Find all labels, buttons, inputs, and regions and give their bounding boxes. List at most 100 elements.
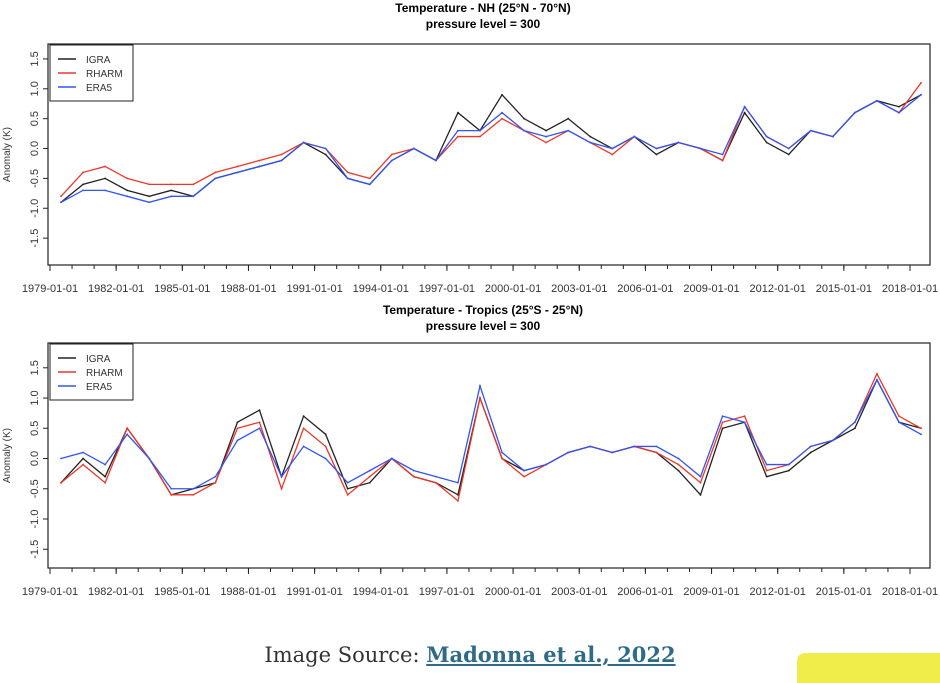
yellow-badge <box>797 653 940 683</box>
data-point-rharm <box>60 481 62 484</box>
data-point-era5 <box>545 463 548 466</box>
data-point-era5 <box>876 378 878 381</box>
y-tick-label: 0.5 <box>29 421 41 436</box>
data-point-rharm <box>677 463 680 466</box>
data-point-igra <box>743 111 746 114</box>
data-point-rharm <box>721 421 724 424</box>
data-point-rharm <box>170 493 173 496</box>
data-point-rharm <box>280 153 283 156</box>
x-tick-label: 1997-01-01 <box>419 586 475 598</box>
data-point-igra <box>324 153 327 156</box>
data-point-era5 <box>412 469 415 472</box>
data-point-era5 <box>809 445 812 448</box>
data-point-rharm <box>412 475 415 478</box>
data-point-era5 <box>390 457 393 460</box>
data-point-igra <box>82 457 84 460</box>
x-tick-label: 1985-01-01 <box>154 586 210 598</box>
data-point-era5 <box>324 147 327 150</box>
y-tick-label: 0.5 <box>29 111 41 126</box>
plot-frame <box>47 43 931 266</box>
data-point-era5 <box>457 481 459 484</box>
data-point-igra <box>655 153 658 156</box>
data-point-igra <box>236 421 239 424</box>
data-point-era5 <box>677 141 680 144</box>
chart-nh: Temperature - NH (25°N - 70°N) pressure l… <box>2 1 938 295</box>
legend-label: ERA5 <box>86 83 113 94</box>
data-point-era5 <box>192 487 195 490</box>
data-point-era5 <box>743 421 746 424</box>
data-point-rharm <box>236 427 239 430</box>
data-point-igra <box>104 475 107 478</box>
data-point-rharm <box>457 135 459 138</box>
data-point-igra <box>126 189 129 192</box>
x-tick-label: 2003-01-01 <box>551 283 607 295</box>
data-point-rharm <box>192 493 195 496</box>
data-point-era5 <box>368 469 371 472</box>
data-point-era5 <box>920 93 922 96</box>
data-point-rharm <box>876 372 878 375</box>
data-point-igra <box>148 195 151 198</box>
y-axis-label: Anomaly (K) <box>2 428 13 483</box>
data-point-era5 <box>280 475 283 478</box>
data-point-igra <box>699 493 702 496</box>
y-tick-label: -0.5 <box>29 479 41 498</box>
data-point-era5 <box>589 445 592 448</box>
data-point-era5 <box>457 129 459 132</box>
y-tick-label: -0.5 <box>29 169 41 188</box>
y-tick-label: 1.5 <box>29 360 41 375</box>
y-tick-label: 1.0 <box>29 390 41 405</box>
y-tick-label: 1.0 <box>29 81 41 96</box>
data-point-rharm <box>192 183 195 186</box>
data-point-rharm <box>126 427 129 430</box>
data-point-era5 <box>346 481 349 484</box>
data-point-igra <box>170 189 173 192</box>
data-point-igra <box>457 111 459 114</box>
x-tick-label: 1997-01-01 <box>419 283 475 295</box>
series-line-igra <box>60 378 922 497</box>
data-point-rharm <box>611 153 614 156</box>
data-point-era5 <box>633 135 636 138</box>
data-point-igra <box>501 93 503 96</box>
y-tick-label: -1.0 <box>29 199 41 218</box>
data-point-era5 <box>192 195 195 198</box>
series-line-igra <box>60 93 922 203</box>
y-tick-label: 1.5 <box>29 51 41 66</box>
data-point-era5 <box>655 445 658 448</box>
data-point-era5 <box>699 147 702 150</box>
x-tick-label: 2012-01-01 <box>750 283 806 295</box>
data-point-igra <box>787 153 790 156</box>
data-point-era5 <box>853 111 856 114</box>
data-point-era5 <box>390 159 393 162</box>
image-source-caption: Image Source: Madonna et al., 2022 <box>0 642 940 667</box>
data-point-igra <box>787 469 790 472</box>
data-point-era5 <box>479 385 481 387</box>
data-point-era5 <box>148 457 151 460</box>
data-point-igra <box>765 475 768 478</box>
source-link[interactable]: Madonna et al., 2022 <box>426 642 676 667</box>
data-point-rharm <box>545 141 548 144</box>
data-point-era5 <box>501 451 503 454</box>
x-tick-label: 1982-01-01 <box>88 586 144 598</box>
x-tick-label: 2015-01-01 <box>816 586 872 598</box>
data-point-igra <box>677 469 680 472</box>
data-point-igra <box>589 135 592 138</box>
y-tick-label: -1.0 <box>29 510 41 529</box>
data-point-era5 <box>721 415 724 418</box>
data-point-era5 <box>677 457 680 460</box>
data-point-era5 <box>853 421 856 424</box>
data-point-rharm <box>104 481 107 484</box>
data-point-era5 <box>434 475 437 478</box>
legend-label: IGRA <box>86 354 111 365</box>
data-point-rharm <box>280 487 283 490</box>
data-point-rharm <box>457 499 459 502</box>
data-point-era5 <box>831 135 834 138</box>
data-point-era5 <box>126 433 129 436</box>
data-point-era5 <box>589 141 592 144</box>
data-point-rharm <box>214 171 217 174</box>
x-tick-label: 1994-01-01 <box>353 283 409 295</box>
legend-label: IGRA <box>86 55 111 66</box>
data-point-era5 <box>346 177 349 180</box>
data-point-rharm <box>765 469 768 472</box>
x-tick-label: 2018-01-01 <box>882 586 938 598</box>
